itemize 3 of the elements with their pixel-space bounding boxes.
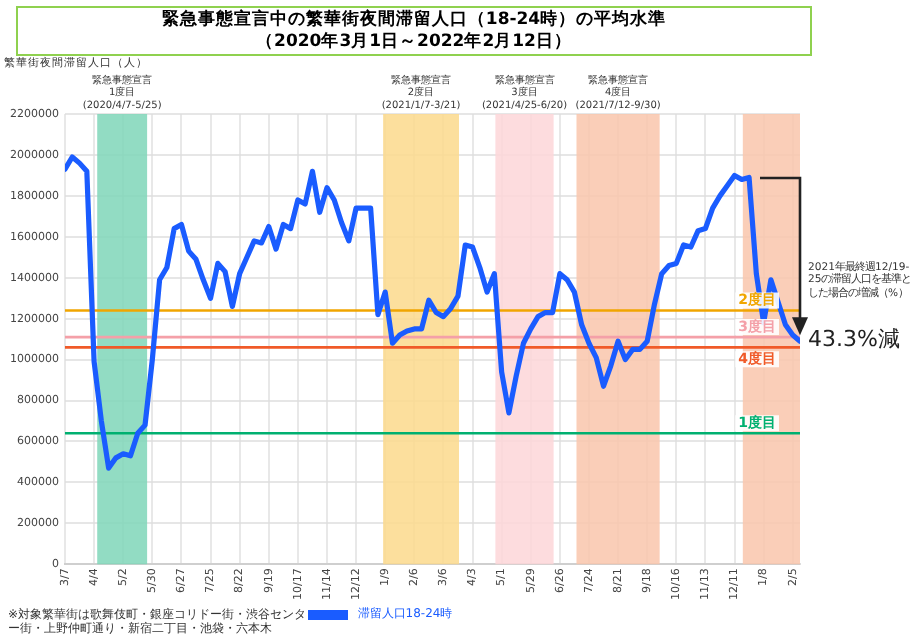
chart-title: 緊急事態宣言中の繁華街夜間滞留人口（18-24時）の平均水準 (159, 10, 669, 32)
annotation: 43.3%減 (808, 323, 900, 354)
chart-subtitle: （2020年3月1日～2022年2月12日） (254, 32, 574, 54)
